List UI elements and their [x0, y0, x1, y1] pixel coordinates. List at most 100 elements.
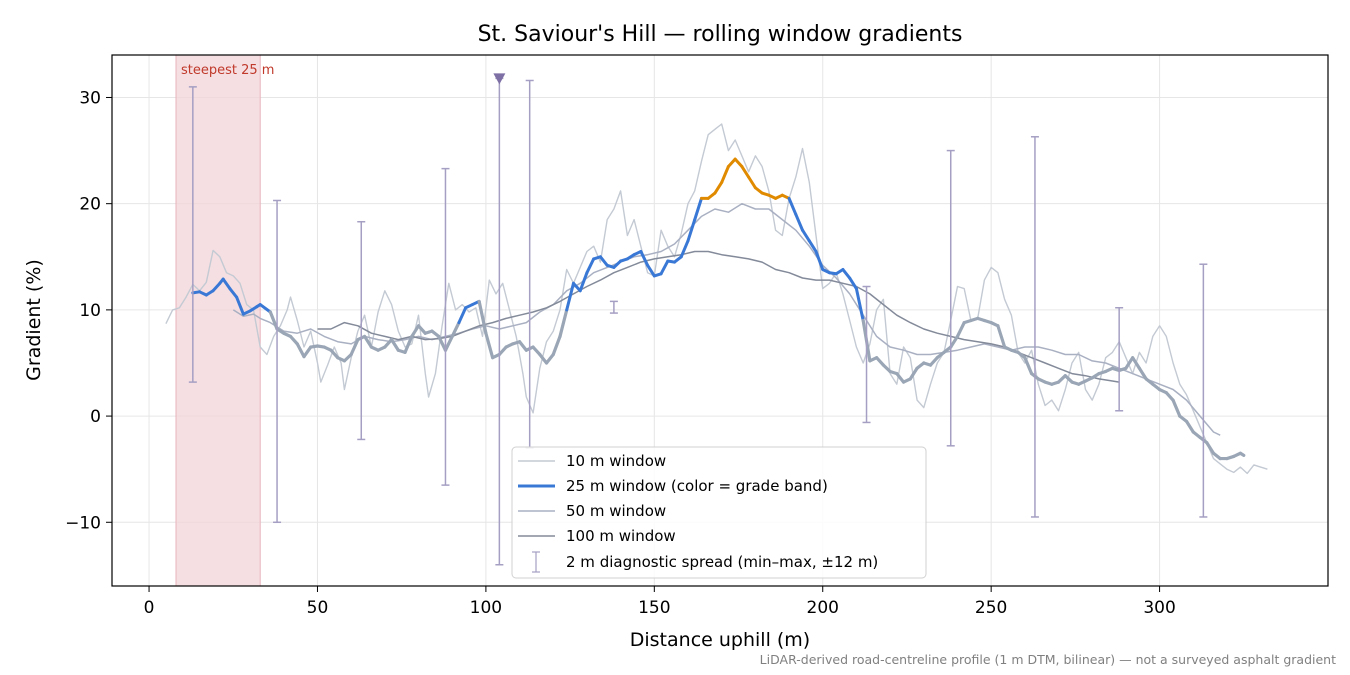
- series-25m-segment: [733, 157, 744, 169]
- series-25m-segment: [517, 340, 528, 352]
- legend-label-errorbar: 2 m diagnostic spread (min–max, ±12 m): [566, 553, 878, 571]
- steepest-band: [175, 54, 261, 587]
- y-tick-label: −10: [65, 513, 101, 533]
- series-25m-segment: [928, 356, 939, 367]
- series-25m-segment: [787, 196, 798, 216]
- series-25m-segment: [1124, 356, 1135, 370]
- legend-label-10m: 10 m window: [566, 452, 666, 470]
- error-bar: [862, 285, 871, 424]
- footnote: LiDAR-derived road-centreline profile (1…: [760, 652, 1336, 667]
- series-25m-segment: [288, 334, 299, 346]
- series-25m-segment: [416, 324, 427, 335]
- series-25m-segment: [686, 218, 697, 243]
- series-lines: [165, 123, 1268, 475]
- series-25m-segment: [1171, 398, 1182, 418]
- series-25m-segment: [565, 281, 575, 312]
- legend-label-50m: 50 m window: [566, 502, 666, 520]
- series-25m-segment: [807, 239, 818, 253]
- x-tick-label: 200: [807, 598, 839, 618]
- series-25m-segment: [443, 334, 454, 352]
- series-25m-segment: [814, 249, 825, 272]
- series-25m-segment: [211, 281, 222, 293]
- series-25m-segment: [497, 345, 508, 357]
- series-25m-segment: [955, 321, 966, 339]
- error-bar: [1115, 307, 1124, 412]
- series-25m-segment: [585, 257, 596, 275]
- error-bar: [357, 220, 366, 441]
- series-25m-segment: [1184, 419, 1195, 434]
- series-25m-segment: [740, 165, 751, 179]
- chart-title: St. Saviour's Hill — rolling window grad…: [478, 22, 963, 47]
- y-tick-label: 20: [79, 195, 101, 215]
- series-25m-segment: [693, 196, 703, 222]
- series-25m-segment: [1238, 451, 1246, 457]
- series-25m-segment: [258, 303, 272, 314]
- error-bar: [1030, 136, 1039, 518]
- series-25m-segment: [639, 249, 650, 267]
- series-25m-segment: [383, 338, 394, 349]
- series-25m-segment: [329, 348, 340, 360]
- series-25m-segment: [895, 372, 906, 384]
- error-bar: [609, 300, 618, 314]
- series-25m-segment: [841, 268, 852, 280]
- x-tick-label: 250: [975, 598, 1007, 618]
- axis-ticks: 0 50 100 150 200 250 300 −10 0 10 20 30: [65, 88, 1176, 618]
- series-25m-segment: [484, 331, 495, 360]
- series-25m-segment: [228, 287, 239, 299]
- series-25m-segment: [720, 165, 730, 184]
- series-25m-segment: [349, 338, 360, 357]
- series-25m-segment: [403, 334, 414, 354]
- y-tick-label: 10: [79, 301, 101, 321]
- legend: 10 m window 25 m window (color = grade b…: [511, 446, 927, 579]
- steepest-band-rect: [175, 54, 261, 587]
- series-25m-segment: [679, 239, 690, 259]
- legend-box: [511, 446, 927, 579]
- series-25m-segment: [363, 334, 373, 349]
- series-25m-segment: [949, 334, 960, 349]
- error-bar: [188, 86, 197, 383]
- series-25m-segment: [908, 366, 919, 381]
- error-bar: [946, 149, 955, 447]
- series-25m-segment: [295, 342, 306, 359]
- series-25m-segment: [544, 352, 555, 365]
- x-tick-label: 50: [307, 598, 329, 618]
- series-25m-segment: [1205, 441, 1216, 455]
- series-25m-segment: [1164, 391, 1175, 402]
- series-25m-segment: [794, 212, 805, 232]
- error-bar: [441, 167, 450, 486]
- series-25m-segment: [854, 287, 865, 322]
- error-bar: [1199, 263, 1208, 518]
- series-25m-segment: [558, 308, 569, 339]
- series-25m-segment: [477, 299, 488, 335]
- series-25m-segment: [538, 352, 549, 365]
- series-25m-segment: [1023, 356, 1034, 376]
- series-25m-segment: [578, 271, 589, 293]
- series-line-2: [232, 202, 1221, 436]
- peak-marker-triangle: [493, 73, 506, 85]
- series-25m-segment: [410, 324, 421, 339]
- series-line-0: [165, 123, 1268, 475]
- legend-label-100m: 100 m window: [566, 527, 676, 545]
- series-25m-segment: [612, 259, 623, 269]
- series-25m-segment: [1131, 356, 1141, 370]
- series-25m-segment: [450, 321, 461, 339]
- plot-frame: [111, 54, 1329, 587]
- series-25m-segment: [235, 295, 245, 316]
- series-25m-segment: [848, 276, 858, 291]
- series-25m-segment: [646, 263, 656, 278]
- series-25m-segment: [551, 334, 562, 357]
- series-25m-segment: [437, 334, 448, 352]
- series-25m-segment: [221, 277, 232, 291]
- series-25m-segment: [996, 324, 1007, 349]
- x-axis-label: Distance uphill (m): [630, 629, 810, 651]
- y-tick-label: 30: [79, 88, 101, 108]
- series-25m-segment: [875, 356, 885, 367]
- series-25m-segment: [598, 255, 609, 267]
- series-25m-segment: [1137, 366, 1148, 381]
- series-25m-segment: [726, 157, 737, 169]
- series-25m-segment: [457, 306, 468, 325]
- x-tick-label: 300: [1143, 598, 1175, 618]
- series-25m-segment: [302, 345, 313, 359]
- y-axis-label: Gradient (%): [23, 259, 45, 381]
